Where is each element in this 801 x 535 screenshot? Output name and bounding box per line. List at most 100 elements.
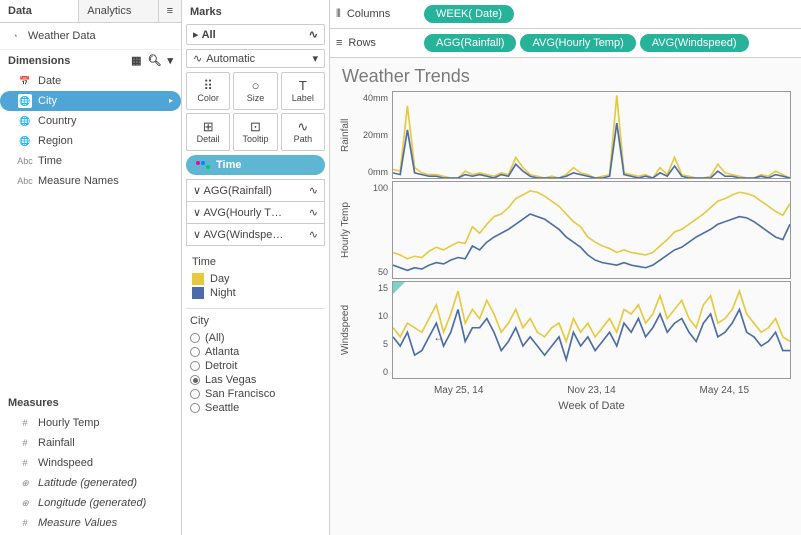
time-pill[interactable]: Time [186, 155, 325, 175]
row-pill[interactable]: AVG(Hourly Temp) [520, 34, 635, 52]
mark-card-label[interactable]: TLabel [281, 72, 325, 110]
field-icon: 🌐 [18, 134, 32, 148]
field-icon: 🌐 [18, 114, 32, 128]
x-axis-label: Week of Date [340, 398, 791, 412]
mark-series-item[interactable]: ∨ AGG(Rainfall)∿ [186, 179, 325, 201]
field-icon: # [18, 516, 32, 530]
x-ticks: May 25, 14Nov 23, 14May 24, 15 [340, 381, 791, 396]
datasource-icon: ◔ [8, 29, 22, 43]
field-icon: # [18, 416, 32, 430]
viz-area[interactable]: Rainfall40mm20mm0mmHourly Temp10050Winds… [330, 87, 801, 535]
color-legend: Time DayNight [186, 250, 325, 300]
measure-item[interactable]: #Windspeed [0, 453, 181, 473]
measure-item[interactable]: #Rainfall [0, 433, 181, 453]
label-icon: T [299, 79, 307, 93]
field-icon: Abc [18, 174, 32, 188]
mark-cards: ⠿Color○SizeTLabel ⊞Detail⊡Tooltip∿Path [186, 72, 325, 151]
city-option[interactable]: (All) [190, 331, 321, 345]
y-axis-label: Rainfall [340, 91, 358, 179]
measures-title: Measures [8, 397, 59, 409]
row-pill[interactable]: AGG(Rainfall) [424, 34, 516, 52]
measure-item[interactable]: #Measure Values [0, 513, 181, 533]
field-icon: 📅 [18, 74, 32, 88]
detail-icon: ⊞ [203, 120, 214, 134]
dimension-item[interactable]: 🌐Region [0, 131, 181, 151]
field-icon: 🌐 [18, 94, 32, 108]
color-icon: ⠿ [203, 79, 213, 93]
dimension-item[interactable]: 🌐City▸ [0, 91, 181, 111]
y-axis-label: Windspeed [340, 281, 358, 379]
chart-plot[interactable] [392, 91, 791, 179]
mark-card-tooltip[interactable]: ⊡Tooltip [233, 113, 277, 151]
datasource-name: Weather Data [28, 30, 96, 42]
legend-item[interactable]: Day [190, 272, 321, 286]
marks-series: ∨ AGG(Rainfall)∿∨ AVG(Hourly T…∿∨ AVG(Wi… [186, 179, 325, 246]
y-ticks: 151050 [358, 281, 392, 379]
tab-analytics[interactable]: Analytics [79, 0, 158, 22]
dimension-item[interactable]: AbcTime [0, 151, 181, 171]
columns-shelf[interactable]: ⦀Columns WEEK( Date) [330, 0, 801, 29]
rows-icon: ≡ [336, 37, 342, 49]
chart-plot[interactable]: ↔ [392, 281, 791, 379]
mark-card-color[interactable]: ⠿Color [186, 72, 230, 110]
path-icon: ∿ [297, 120, 308, 134]
menu-icon[interactable]: ▾ [167, 54, 173, 67]
field-icon: ⊕ [18, 496, 32, 510]
mark-series-item[interactable]: ∨ AVG(Hourly T…∿ [186, 201, 325, 223]
marks-all[interactable]: ▸ All ∿ [186, 24, 325, 45]
city-option[interactable]: Detroit [190, 359, 321, 373]
sort-indicator-icon [393, 282, 405, 294]
line-icon: ∿ [309, 28, 318, 41]
worksheet-area: ⦀Columns WEEK( Date) ≡Rows AGG(Rainfall)… [330, 0, 801, 535]
mark-type-select[interactable]: ∿Automatic ▾ [186, 49, 325, 68]
viz-title: Weather Trends [330, 58, 801, 87]
city-option[interactable]: Las Vegas [190, 373, 321, 387]
field-icon: # [18, 456, 32, 470]
city-option[interactable]: Seattle [190, 401, 321, 415]
tab-menu-icon[interactable]: ≡ [159, 0, 181, 22]
legend-item[interactable]: Night [190, 286, 321, 300]
tooltip-icon: ⊡ [250, 120, 261, 134]
dimension-item[interactable]: AbcMeasure Names [0, 171, 181, 191]
line-icon: ∿ [193, 52, 202, 65]
measure-item[interactable]: ⊕Longitude (generated) [0, 493, 181, 513]
y-axis-label: Hourly Temp [340, 181, 358, 279]
mark-card-size[interactable]: ○Size [233, 72, 277, 110]
measure-item[interactable]: #Hourly Temp [0, 413, 181, 433]
resize-cursor-icon: ↔ [433, 330, 445, 344]
dimensions-title: Dimensions [8, 55, 70, 67]
y-ticks: 10050 [358, 181, 392, 279]
row-pill[interactable]: AVG(Windspeed) [640, 34, 749, 52]
size-icon: ○ [252, 79, 260, 93]
chart-plot[interactable] [392, 181, 791, 279]
view-icon[interactable]: ▦ [131, 54, 141, 67]
chart-row: Hourly Temp10050 [340, 181, 791, 279]
field-icon: ⊕ [18, 476, 32, 490]
search-icon[interactable]: 🔍︎ [148, 54, 162, 67]
field-icon: Abc [18, 154, 32, 168]
marks-title: Marks [186, 4, 325, 20]
legend-title: Time [190, 252, 321, 272]
y-ticks: 40mm20mm0mm [358, 91, 392, 179]
line-icon: ∿ [309, 184, 318, 197]
marks-panel: Marks ▸ All ∿ ∿Automatic ▾ ⠿Color○SizeTL… [182, 0, 330, 535]
city-option[interactable]: San Francisco [190, 387, 321, 401]
column-pill[interactable]: WEEK( Date) [424, 5, 514, 23]
tab-data[interactable]: Data [0, 0, 79, 22]
chart-row: Rainfall40mm20mm0mm [340, 91, 791, 179]
dimension-item[interactable]: 📅Date [0, 71, 181, 91]
measure-item[interactable]: ⊕Latitude (generated) [0, 473, 181, 493]
dimension-item[interactable]: 🌐Country [0, 111, 181, 131]
mark-card-path[interactable]: ∿Path [281, 113, 325, 151]
datasource-row[interactable]: ◔ Weather Data [0, 23, 181, 50]
columns-icon: ⦀ [336, 8, 341, 21]
data-panel: Data Analytics ≡ ◔ Weather Data Dimensio… [0, 0, 182, 535]
line-icon: ∿ [309, 228, 318, 241]
mark-series-item[interactable]: ∨ AVG(Windspe…∿ [186, 223, 325, 246]
city-filter: City (All)AtlantaDetroitLas VegasSan Fra… [186, 308, 325, 419]
rows-shelf[interactable]: ≡Rows AGG(Rainfall)AVG(Hourly Temp)AVG(W… [330, 29, 801, 58]
mark-card-detail[interactable]: ⊞Detail [186, 113, 230, 151]
line-icon: ∿ [309, 206, 318, 219]
dimensions-list: 📅Date🌐City▸🌐Country🌐RegionAbcTimeAbcMeas… [0, 69, 181, 193]
city-option[interactable]: Atlanta [190, 345, 321, 359]
